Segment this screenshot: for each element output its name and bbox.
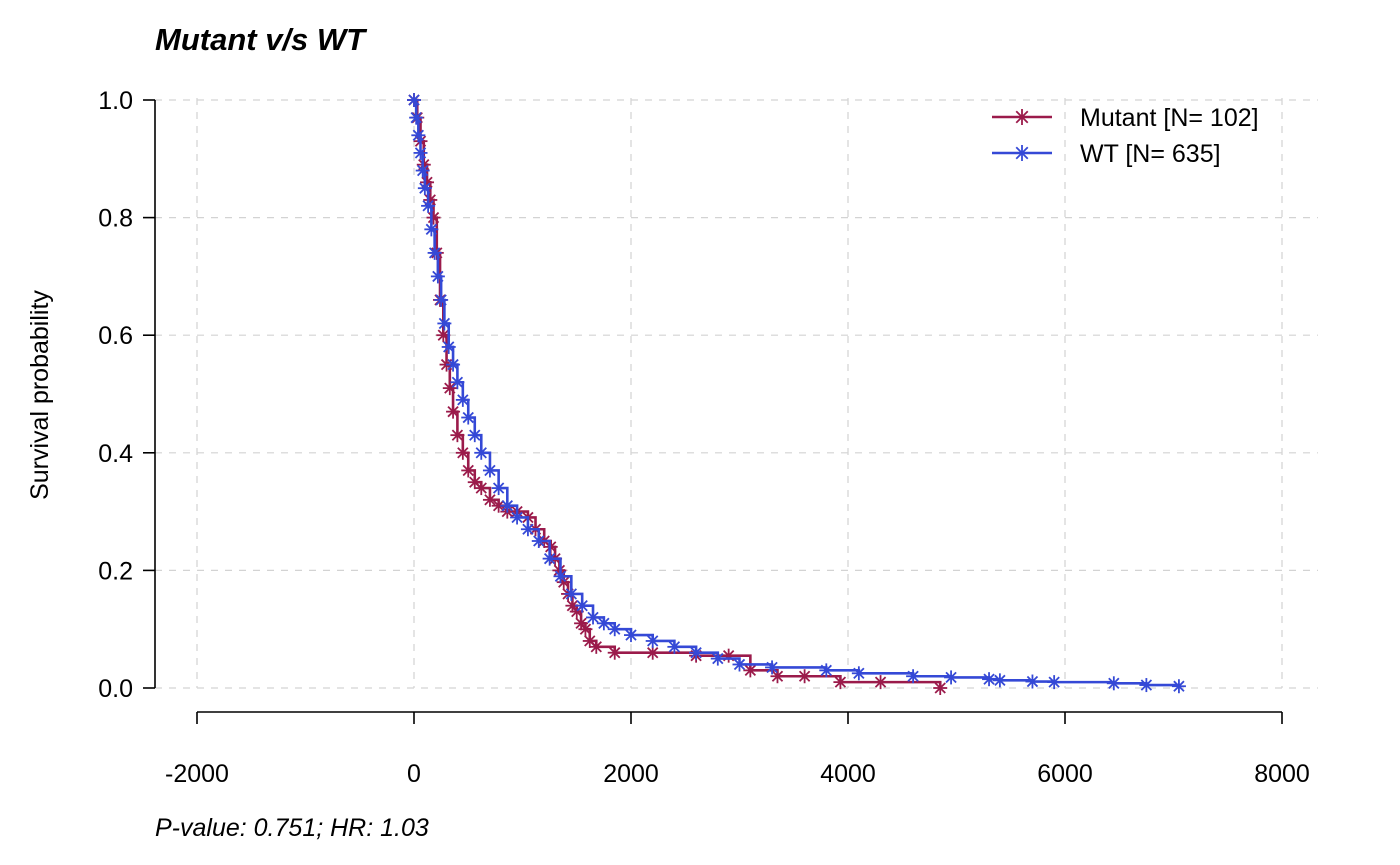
- series-point-2: [1025, 674, 1040, 689]
- series-point-1: [436, 328, 451, 343]
- x-tick-label: 6000: [1037, 760, 1093, 788]
- series-point-2: [455, 392, 470, 407]
- series-line-1: [414, 98, 942, 688]
- series-point-2: [944, 670, 959, 685]
- series-point-2: [645, 633, 660, 648]
- series-line-2: [414, 98, 1181, 687]
- series-point-2: [424, 222, 439, 237]
- series-point-1: [565, 598, 580, 613]
- series-point-1: [933, 681, 948, 695]
- series-point-1: [770, 669, 785, 684]
- y-tick-label: 0.4: [98, 440, 133, 468]
- series-point-2: [607, 622, 622, 637]
- series-point-2: [982, 672, 997, 687]
- x-tick-label: 0: [407, 760, 421, 788]
- series-point-1: [461, 463, 476, 478]
- series-point-2: [689, 645, 704, 660]
- series-point-2: [520, 522, 535, 537]
- series-point-2: [500, 498, 515, 513]
- series-point-2: [542, 551, 557, 566]
- x-ticks: -2000 0 2000 4000 6000 8000: [165, 712, 1310, 788]
- series-point-2: [430, 269, 445, 284]
- y-tick-label: 0.0: [98, 675, 133, 703]
- series-point-2: [510, 510, 525, 525]
- series-point-2: [467, 428, 482, 443]
- series-point-2: [851, 666, 866, 681]
- series-point-2: [1106, 676, 1121, 691]
- series-point-2: [491, 481, 506, 496]
- legend-marker: [1014, 145, 1030, 161]
- series-point-2: [446, 357, 461, 372]
- y-tick-label: 1.0: [98, 87, 133, 115]
- series-point-2: [434, 292, 449, 307]
- legend-label: Mutant [N= 102]: [1080, 104, 1259, 132]
- legend-label: WT [N= 635]: [1080, 140, 1221, 168]
- x-tick-label: 8000: [1254, 760, 1310, 788]
- series-point-2: [1171, 679, 1186, 694]
- series-point-2: [411, 128, 426, 143]
- chart-title: Mutant v/s WT: [155, 22, 368, 57]
- series-point-2: [421, 198, 436, 213]
- series-point-2: [407, 93, 421, 107]
- y-tick-label: 0.6: [98, 322, 133, 350]
- x-tick-label: 2000: [603, 760, 659, 788]
- series-point-1: [446, 404, 461, 419]
- series-point-2: [564, 586, 579, 601]
- series-point-2: [437, 316, 452, 331]
- series-point-1: [589, 639, 604, 654]
- series-point-2: [450, 375, 465, 390]
- series-point-1: [721, 648, 736, 663]
- series-point-2: [667, 639, 682, 654]
- y-axis-label: Survival probability: [26, 290, 54, 500]
- series-point-2: [575, 598, 590, 613]
- series-point-2: [531, 534, 546, 548]
- series-layer: [407, 93, 1186, 695]
- series-point-1: [482, 492, 497, 507]
- series-point-2: [427, 245, 442, 260]
- series-point-2: [992, 673, 1007, 688]
- series-point-1: [607, 645, 622, 660]
- series-point-2: [413, 145, 428, 160]
- footnote-stats: P-value: 0.751; HR: 1.03: [155, 814, 429, 842]
- x-tick-label: 4000: [820, 760, 876, 788]
- series-point-1: [442, 381, 457, 396]
- series-point-2: [710, 651, 725, 666]
- series-point-1: [474, 481, 489, 496]
- series-point-2: [732, 657, 747, 672]
- series-point-2: [409, 110, 424, 125]
- series-point-2: [441, 339, 456, 354]
- series-point-2: [586, 610, 601, 625]
- series-point-2: [1139, 678, 1154, 693]
- series-point-2: [906, 669, 921, 684]
- series-point-2: [1047, 675, 1062, 690]
- series-point-2: [819, 663, 834, 678]
- legend: Mutant [N= 102] WT [N= 635]: [992, 104, 1259, 168]
- series-point-2: [415, 163, 430, 178]
- series-point-1: [450, 428, 465, 443]
- series-point-2: [461, 410, 476, 425]
- y-tick-label: 0.2: [98, 557, 133, 585]
- series-point-1: [578, 622, 593, 637]
- series-point-2: [765, 660, 780, 675]
- series-point-1: [645, 645, 660, 660]
- y-tick-label: 0.8: [98, 205, 133, 233]
- series-point-2: [596, 616, 611, 631]
- series-point-1: [873, 675, 888, 690]
- series-point-1: [833, 675, 848, 690]
- series-point-1: [455, 445, 470, 460]
- series-point-2: [417, 181, 432, 196]
- series-point-2: [474, 445, 489, 460]
- series-point-2: [482, 463, 497, 478]
- x-tick-label: -2000: [165, 760, 229, 788]
- series-point-2: [553, 569, 568, 584]
- series-point-2: [624, 628, 638, 643]
- grid-lines: [155, 98, 1318, 689]
- legend-marker: [1014, 109, 1030, 125]
- series-point-1: [797, 669, 812, 684]
- y-ticks: 0.0 0.2 0.4 0.6 0.8 1.0: [98, 87, 155, 703]
